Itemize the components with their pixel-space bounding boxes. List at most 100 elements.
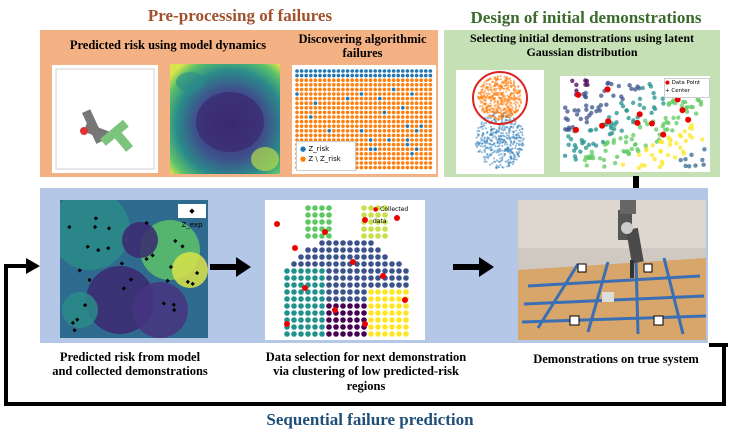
grid-dot bbox=[419, 119, 423, 124]
selection-dot bbox=[368, 205, 374, 211]
latent-dot bbox=[507, 116, 510, 119]
selection-dot bbox=[340, 254, 346, 260]
grid-dot bbox=[410, 129, 414, 133]
grid-dot bbox=[428, 124, 433, 128]
latent-dot bbox=[485, 107, 489, 110]
grid-dot bbox=[414, 83, 419, 87]
selection-dot bbox=[389, 261, 395, 267]
center-dot bbox=[605, 118, 612, 125]
selection-dot bbox=[368, 303, 374, 309]
grid-dot bbox=[355, 69, 359, 73]
selection-dot bbox=[333, 261, 339, 267]
selection-dot bbox=[326, 303, 332, 309]
latent-dot bbox=[486, 94, 489, 97]
grid-dot bbox=[355, 92, 359, 96]
grid-dot bbox=[345, 87, 350, 92]
selection-dot bbox=[312, 261, 318, 267]
grid-dot bbox=[414, 165, 419, 170]
latent-dot bbox=[497, 153, 501, 156]
latent-dot bbox=[509, 92, 512, 95]
grid-dot bbox=[401, 138, 405, 142]
grid-dot bbox=[382, 133, 387, 138]
grid-dot bbox=[327, 83, 331, 87]
latent-dot bbox=[493, 76, 496, 79]
grid-dot bbox=[355, 124, 359, 128]
grid-dot bbox=[387, 115, 391, 119]
cluster-dot bbox=[602, 164, 607, 169]
selection-dot bbox=[305, 233, 311, 239]
grid-dot bbox=[373, 124, 377, 128]
selection-dot bbox=[382, 282, 388, 288]
cluster-dot bbox=[639, 163, 644, 168]
selection-dot bbox=[298, 261, 304, 267]
grid-dot bbox=[355, 87, 359, 92]
grid-dot bbox=[391, 73, 396, 78]
latent-dot bbox=[500, 92, 503, 95]
grid-dot bbox=[336, 101, 341, 105]
grid-dot bbox=[373, 156, 377, 161]
grid-dot bbox=[364, 152, 368, 156]
latent-dot bbox=[501, 166, 504, 169]
grid-dot bbox=[382, 83, 387, 87]
selection-dot bbox=[382, 317, 388, 323]
grid-dot bbox=[401, 101, 405, 105]
center-dot bbox=[599, 122, 606, 129]
grid-dot bbox=[428, 96, 433, 101]
selection-dot bbox=[326, 219, 332, 225]
latent-dot bbox=[476, 140, 480, 143]
grid-dot bbox=[327, 92, 331, 96]
cluster-dot bbox=[616, 83, 622, 89]
robot-arm-image bbox=[52, 65, 158, 173]
cluster-dot bbox=[562, 153, 568, 159]
grid-dot bbox=[387, 133, 391, 138]
latent-dot bbox=[502, 124, 505, 127]
cluster-dot bbox=[574, 82, 579, 88]
cluster-dot bbox=[658, 139, 663, 144]
latent-dot bbox=[498, 147, 501, 151]
grid-dot bbox=[309, 129, 313, 133]
grid-dot bbox=[419, 106, 423, 110]
cluster-dot bbox=[637, 86, 642, 91]
grid-dot bbox=[373, 129, 377, 133]
selection-dot bbox=[396, 268, 402, 274]
grid-dot bbox=[414, 78, 419, 82]
selection-dot bbox=[375, 247, 381, 253]
cluster-dot bbox=[651, 105, 657, 110]
grid-dot bbox=[396, 115, 400, 119]
selection-dot bbox=[312, 275, 318, 281]
selection-dot bbox=[305, 268, 311, 274]
grid-dot bbox=[419, 142, 423, 147]
latent-dot bbox=[500, 96, 504, 99]
selection-dot bbox=[333, 247, 339, 253]
grid-dot bbox=[295, 101, 299, 105]
grid-dot bbox=[368, 101, 373, 105]
grid-dot bbox=[318, 119, 322, 124]
grid-dot bbox=[309, 96, 313, 101]
grid-dot bbox=[391, 92, 396, 96]
grid-dot bbox=[350, 124, 354, 128]
latent-dot bbox=[507, 162, 510, 165]
cluster-dot bbox=[578, 149, 583, 154]
latent-dot bbox=[508, 152, 512, 155]
grid-dot bbox=[359, 69, 364, 73]
grid-dot bbox=[382, 138, 387, 142]
center-dot bbox=[573, 126, 580, 133]
latent-dot bbox=[519, 94, 522, 97]
latent-dot bbox=[481, 104, 484, 108]
latent-dot bbox=[494, 104, 497, 107]
selection-dot bbox=[368, 254, 374, 260]
algorithmic-failures-plot: ● Z_risk ● Z \ Z_risk bbox=[292, 65, 436, 174]
grid-dot bbox=[405, 138, 410, 142]
selection-dot bbox=[312, 282, 318, 288]
selection-dot bbox=[333, 296, 339, 302]
cluster-dot bbox=[687, 132, 692, 138]
latent-dot bbox=[519, 98, 522, 101]
latent-dot bbox=[507, 105, 510, 108]
latent-dot bbox=[508, 138, 511, 141]
latent-dot bbox=[508, 131, 511, 135]
latent-dot bbox=[519, 143, 522, 146]
selection-dot bbox=[347, 275, 353, 281]
latent-dot bbox=[494, 84, 497, 87]
grid-dot bbox=[359, 161, 364, 165]
grid-dot bbox=[368, 142, 373, 147]
